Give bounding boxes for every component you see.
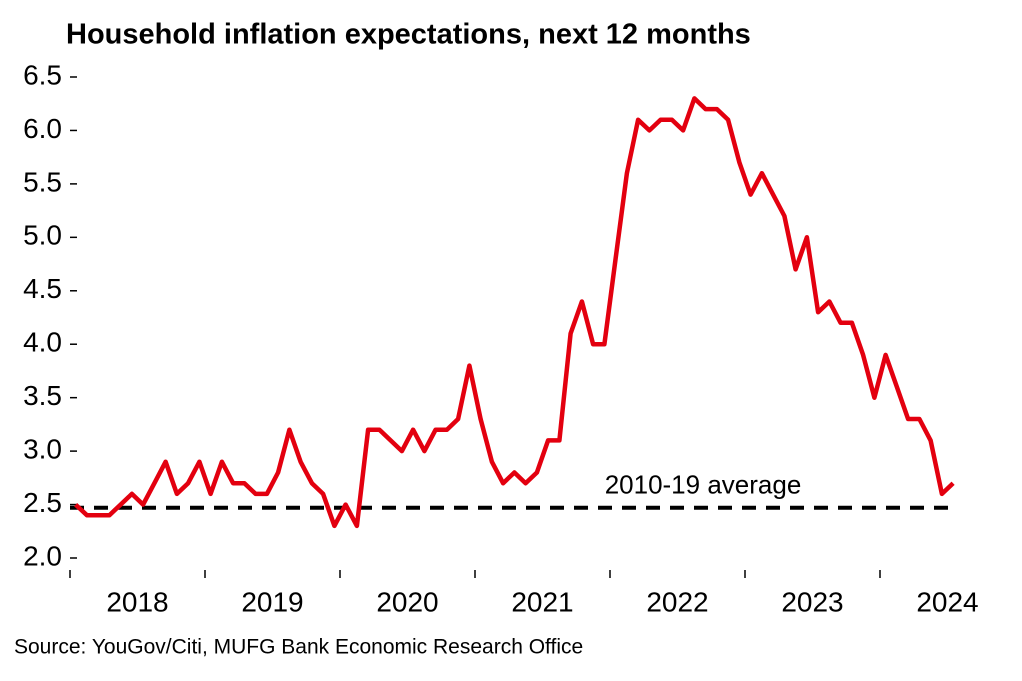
x-tick-label: 2018 bbox=[106, 586, 168, 617]
y-tick-label: 5.5 bbox=[23, 166, 62, 197]
x-tick-label: 2021 bbox=[511, 586, 573, 617]
chart-title: Household inflation expectations, next 1… bbox=[66, 19, 751, 51]
x-tick-label: 2023 bbox=[781, 586, 843, 617]
x-tick-label: 2020 bbox=[376, 586, 438, 617]
y-tick-label: 6.0 bbox=[23, 113, 62, 144]
y-tick-label: 5.0 bbox=[23, 220, 62, 251]
y-tick-label: 4.0 bbox=[23, 327, 62, 358]
y-tick-label: 3.5 bbox=[23, 380, 62, 411]
y-tick-label: 2.0 bbox=[23, 540, 62, 571]
source-note: Source: YouGov/Citi, MUFG Bank Economic … bbox=[14, 636, 583, 659]
x-tick-label: 2019 bbox=[241, 586, 303, 617]
x-tick-label: 2024 bbox=[916, 586, 978, 617]
y-tick-label: 3.0 bbox=[23, 434, 62, 465]
y-tick-label: 4.5 bbox=[23, 273, 62, 304]
y-tick-label: 6.5 bbox=[23, 59, 62, 90]
x-tick-label: 2022 bbox=[646, 586, 708, 617]
data-line bbox=[74, 96, 955, 529]
reference-label: 2010-19 average bbox=[605, 470, 802, 500]
y-tick-label: 2.5 bbox=[23, 487, 62, 518]
